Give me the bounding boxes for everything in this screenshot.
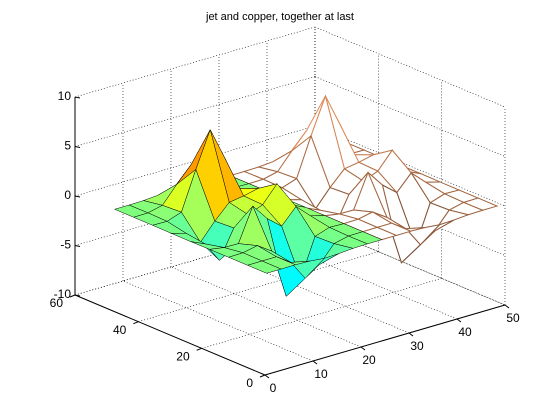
z-tick-label: 0 — [64, 188, 71, 202]
grid-line — [170, 266, 362, 348]
y-tick — [259, 374, 266, 378]
grid-line — [314, 26, 506, 108]
x-tick-label: 10 — [314, 367, 328, 381]
x-tick — [312, 360, 318, 365]
grid-line — [314, 224, 506, 306]
x-axis — [264, 304, 506, 376]
z-tick-label: 5 — [64, 139, 71, 153]
grid-line — [314, 175, 506, 256]
y-tick-label: 0 — [246, 376, 253, 390]
x-tick-label: 50 — [506, 311, 520, 325]
y-tick-label: 40 — [113, 323, 127, 337]
x-tick — [360, 346, 366, 351]
x-tick — [264, 374, 270, 379]
z-tick — [74, 195, 81, 198]
x-tick-label: 0 — [270, 381, 277, 395]
z-tick — [74, 146, 81, 148]
x-tick-label: 40 — [458, 325, 472, 339]
z-tick-label: -10 — [54, 287, 72, 301]
grid-line — [122, 280, 314, 362]
grid-line — [314, 76, 506, 157]
grid-line — [314, 125, 506, 207]
y-tick — [133, 321, 139, 325]
y-tick-label: 60 — [50, 296, 64, 310]
y-axis — [74, 294, 266, 376]
x-tick — [408, 332, 414, 337]
x-tick-label: 30 — [410, 339, 424, 353]
z-tick — [74, 294, 81, 297]
z-tick — [74, 245, 81, 247]
y-tick-label: 20 — [176, 350, 190, 364]
x-tick-label: 20 — [362, 353, 376, 367]
x-tick — [504, 304, 510, 309]
y-tick — [69, 294, 76, 298]
z-tick — [74, 96, 81, 99]
surface-facet — [246, 260, 282, 274]
x-tick — [456, 318, 462, 323]
z-tick-label: 10 — [58, 89, 72, 103]
z-tick-label: -5 — [60, 238, 71, 252]
chart-title: jet and copper, together at last — [205, 11, 354, 23]
y-tick — [196, 347, 202, 351]
